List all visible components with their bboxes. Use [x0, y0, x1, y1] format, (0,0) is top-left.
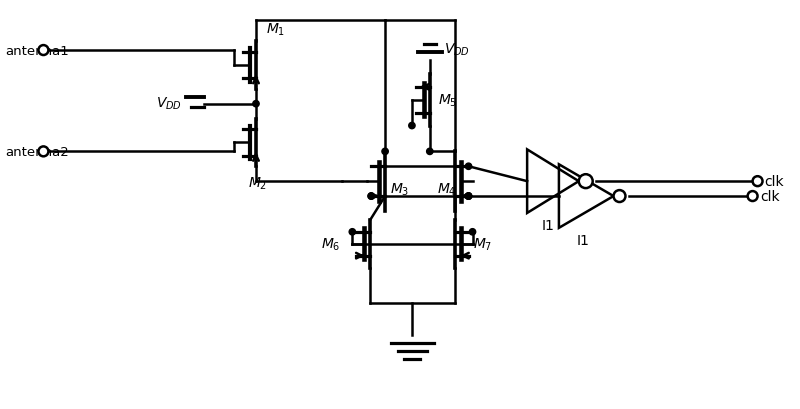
Circle shape [382, 149, 388, 155]
Text: $M_3$: $M_3$ [390, 182, 410, 198]
Text: antenna1: antenna1 [6, 45, 70, 57]
Text: antenna2: antenna2 [6, 146, 70, 158]
Circle shape [368, 193, 374, 200]
Circle shape [614, 191, 626, 202]
Circle shape [466, 193, 472, 200]
Text: $M_2$: $M_2$ [248, 175, 267, 191]
Circle shape [578, 175, 593, 189]
Circle shape [349, 229, 355, 236]
Circle shape [466, 193, 472, 200]
Circle shape [753, 177, 762, 187]
Circle shape [253, 101, 259, 108]
Text: $M_4$: $M_4$ [437, 182, 456, 198]
Text: $V_{DD}$: $V_{DD}$ [157, 95, 182, 112]
Text: $M_6$: $M_6$ [321, 236, 340, 252]
Text: $M_1$: $M_1$ [266, 22, 285, 38]
Text: $V_{DD}$: $V_{DD}$ [444, 42, 470, 58]
Circle shape [368, 193, 374, 200]
Circle shape [426, 149, 433, 155]
Text: $M_5$: $M_5$ [438, 92, 457, 109]
Text: $M_7$: $M_7$ [473, 236, 492, 252]
Circle shape [748, 192, 758, 202]
Circle shape [466, 164, 472, 170]
Circle shape [466, 193, 472, 200]
Text: clk: clk [761, 190, 780, 204]
Text: clk: clk [765, 175, 784, 189]
Circle shape [38, 147, 48, 157]
Text: I1: I1 [542, 218, 554, 232]
Circle shape [470, 229, 476, 236]
Circle shape [38, 46, 48, 56]
Circle shape [409, 123, 415, 129]
Text: I1: I1 [577, 233, 590, 247]
